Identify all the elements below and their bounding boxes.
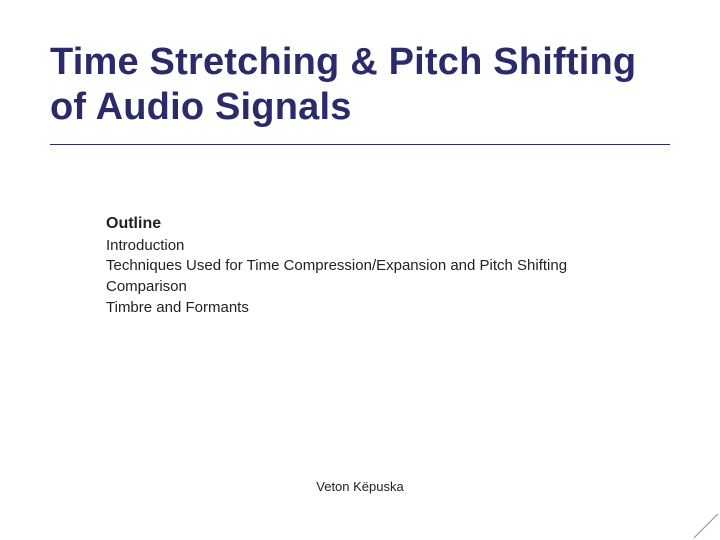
slide-footer: Veton Këpuska	[0, 479, 720, 494]
outline-item: Comparison	[106, 278, 666, 297]
outline-heading: Outline	[106, 215, 666, 233]
outline-block: Outline Introduction Techniques Used for…	[106, 215, 666, 318]
outline-item: Introduction	[106, 237, 666, 256]
outline-item: Techniques Used for Time Compression/Exp…	[106, 257, 666, 276]
outline-item: Timbre and Formants	[106, 299, 666, 318]
page-corner-icon	[694, 514, 720, 540]
title-underline	[50, 144, 670, 145]
slide: Time Stretching & Pitch Shifting of Audi…	[0, 0, 720, 540]
slide-title: Time Stretching & Pitch Shifting of Audi…	[50, 40, 670, 130]
